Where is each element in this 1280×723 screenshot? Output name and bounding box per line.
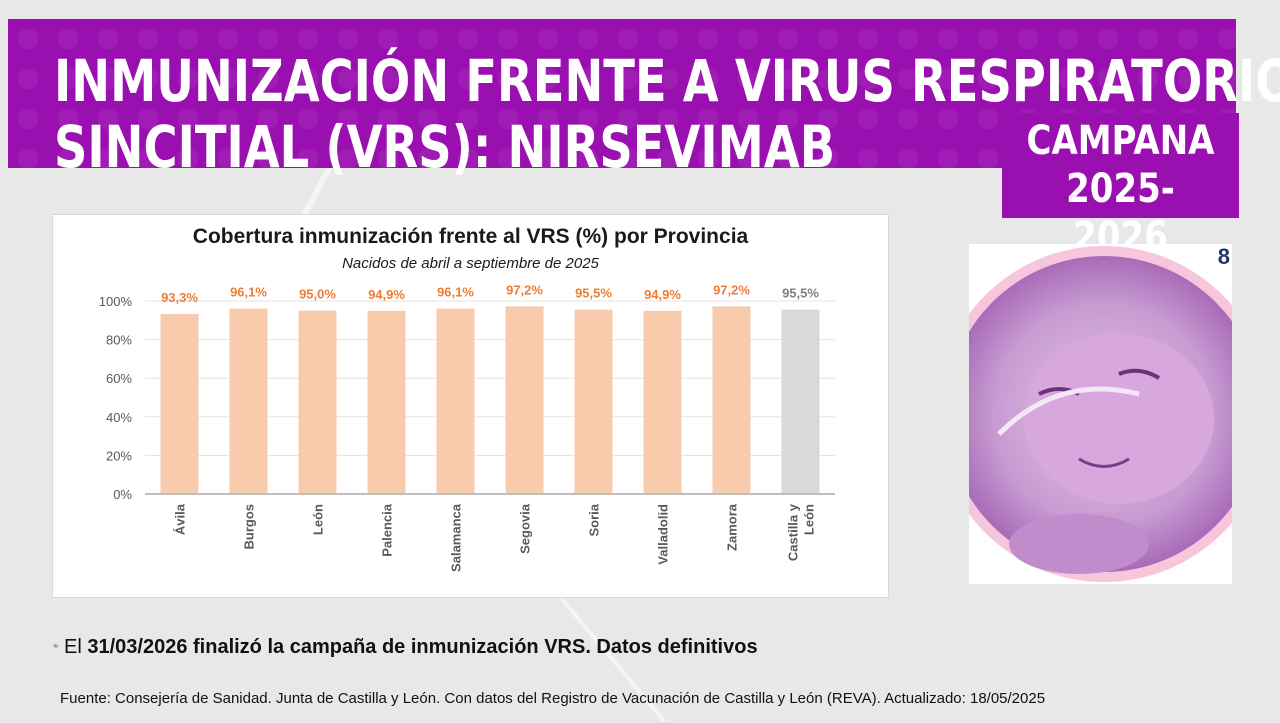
data-label: 97,2% bbox=[506, 282, 543, 297]
x-tick-label: Palencia bbox=[380, 503, 395, 557]
footnote-bold-text: 31/03/2026 finalizó la campaña de inmuni… bbox=[87, 636, 758, 658]
x-tick-label: Castilla yLeón bbox=[786, 503, 817, 561]
bar bbox=[643, 310, 682, 494]
photo-corner-text: 8 bbox=[1217, 244, 1230, 269]
bar bbox=[160, 313, 199, 494]
y-tick-label: 60% bbox=[106, 371, 132, 386]
data-label: 95,5% bbox=[782, 286, 819, 301]
data-label: 94,9% bbox=[368, 287, 405, 302]
chart-subtitle: Nacidos de abril a septiembre de 2025 bbox=[342, 255, 599, 272]
bar bbox=[298, 310, 337, 494]
bar bbox=[367, 310, 406, 494]
title-banner: INMUNIZACIÓN FRENTE A VIRUS RESPIRATORIO… bbox=[8, 19, 1280, 181]
chart-title: Cobertura inmunización frente al VRS (%)… bbox=[192, 225, 749, 248]
bar bbox=[781, 309, 820, 494]
x-tick-label: Zamora bbox=[725, 503, 740, 551]
y-tick-label: 80% bbox=[106, 333, 132, 348]
campaign-badge: CAMPANA 2025-2026 bbox=[1002, 113, 1239, 260]
source-text: Fuente: Consejería de Sanidad. Junta de … bbox=[60, 690, 1046, 707]
bar bbox=[229, 308, 268, 494]
campaign-label: CAMPANA bbox=[1026, 118, 1215, 164]
page-title-line-1: INMUNIZACIÓN FRENTE A VIRUS RESPIRATORIO bbox=[54, 47, 1280, 115]
data-label: 94,9% bbox=[644, 287, 681, 302]
footnote-star: * bbox=[53, 640, 59, 656]
footnote-prefix: El bbox=[58, 636, 88, 658]
data-label: 93,3% bbox=[161, 290, 198, 305]
x-tick-label: Segovia bbox=[518, 503, 533, 554]
bar bbox=[505, 306, 544, 494]
x-tick-label: León bbox=[311, 504, 326, 535]
data-label: 95,5% bbox=[575, 286, 612, 301]
x-tick-label: Ávila bbox=[173, 503, 188, 535]
data-label: 97,2% bbox=[713, 282, 750, 297]
x-tick-label: Salamanca bbox=[449, 503, 464, 572]
y-tick-label: 40% bbox=[106, 410, 132, 425]
footnote: * El 31/03/2026 finalizó la campaña de i… bbox=[53, 636, 758, 659]
bar bbox=[712, 306, 751, 494]
y-tick-label: 100% bbox=[99, 294, 133, 309]
chart-plot: 0% 20% 40% 60% 80% 100% 93,3% Ávila 96,1% Burgos 9… bbox=[99, 282, 835, 572]
coverage-chart: Cobertura inmunización frente al VRS (%)… bbox=[52, 214, 889, 598]
x-tick-label: Burgos bbox=[242, 504, 257, 550]
baby-photo: 8 bbox=[969, 244, 1232, 584]
bar bbox=[436, 308, 475, 494]
x-tick-label: Valladolid bbox=[656, 504, 671, 565]
y-tick-label: 0% bbox=[113, 487, 132, 502]
y-tick-label: 20% bbox=[106, 448, 132, 463]
page-title-line-2: SINCITIAL (VRS): NIRSEVIMAB bbox=[54, 113, 836, 181]
data-label: 96,1% bbox=[230, 285, 267, 300]
campaign-years: 2025-2026 bbox=[1066, 166, 1175, 260]
baby-illustration bbox=[969, 246, 1232, 582]
bar bbox=[574, 309, 613, 494]
data-label: 95,0% bbox=[299, 287, 336, 302]
data-label: 96,1% bbox=[437, 285, 474, 300]
x-tick-label: Soria bbox=[587, 503, 602, 536]
